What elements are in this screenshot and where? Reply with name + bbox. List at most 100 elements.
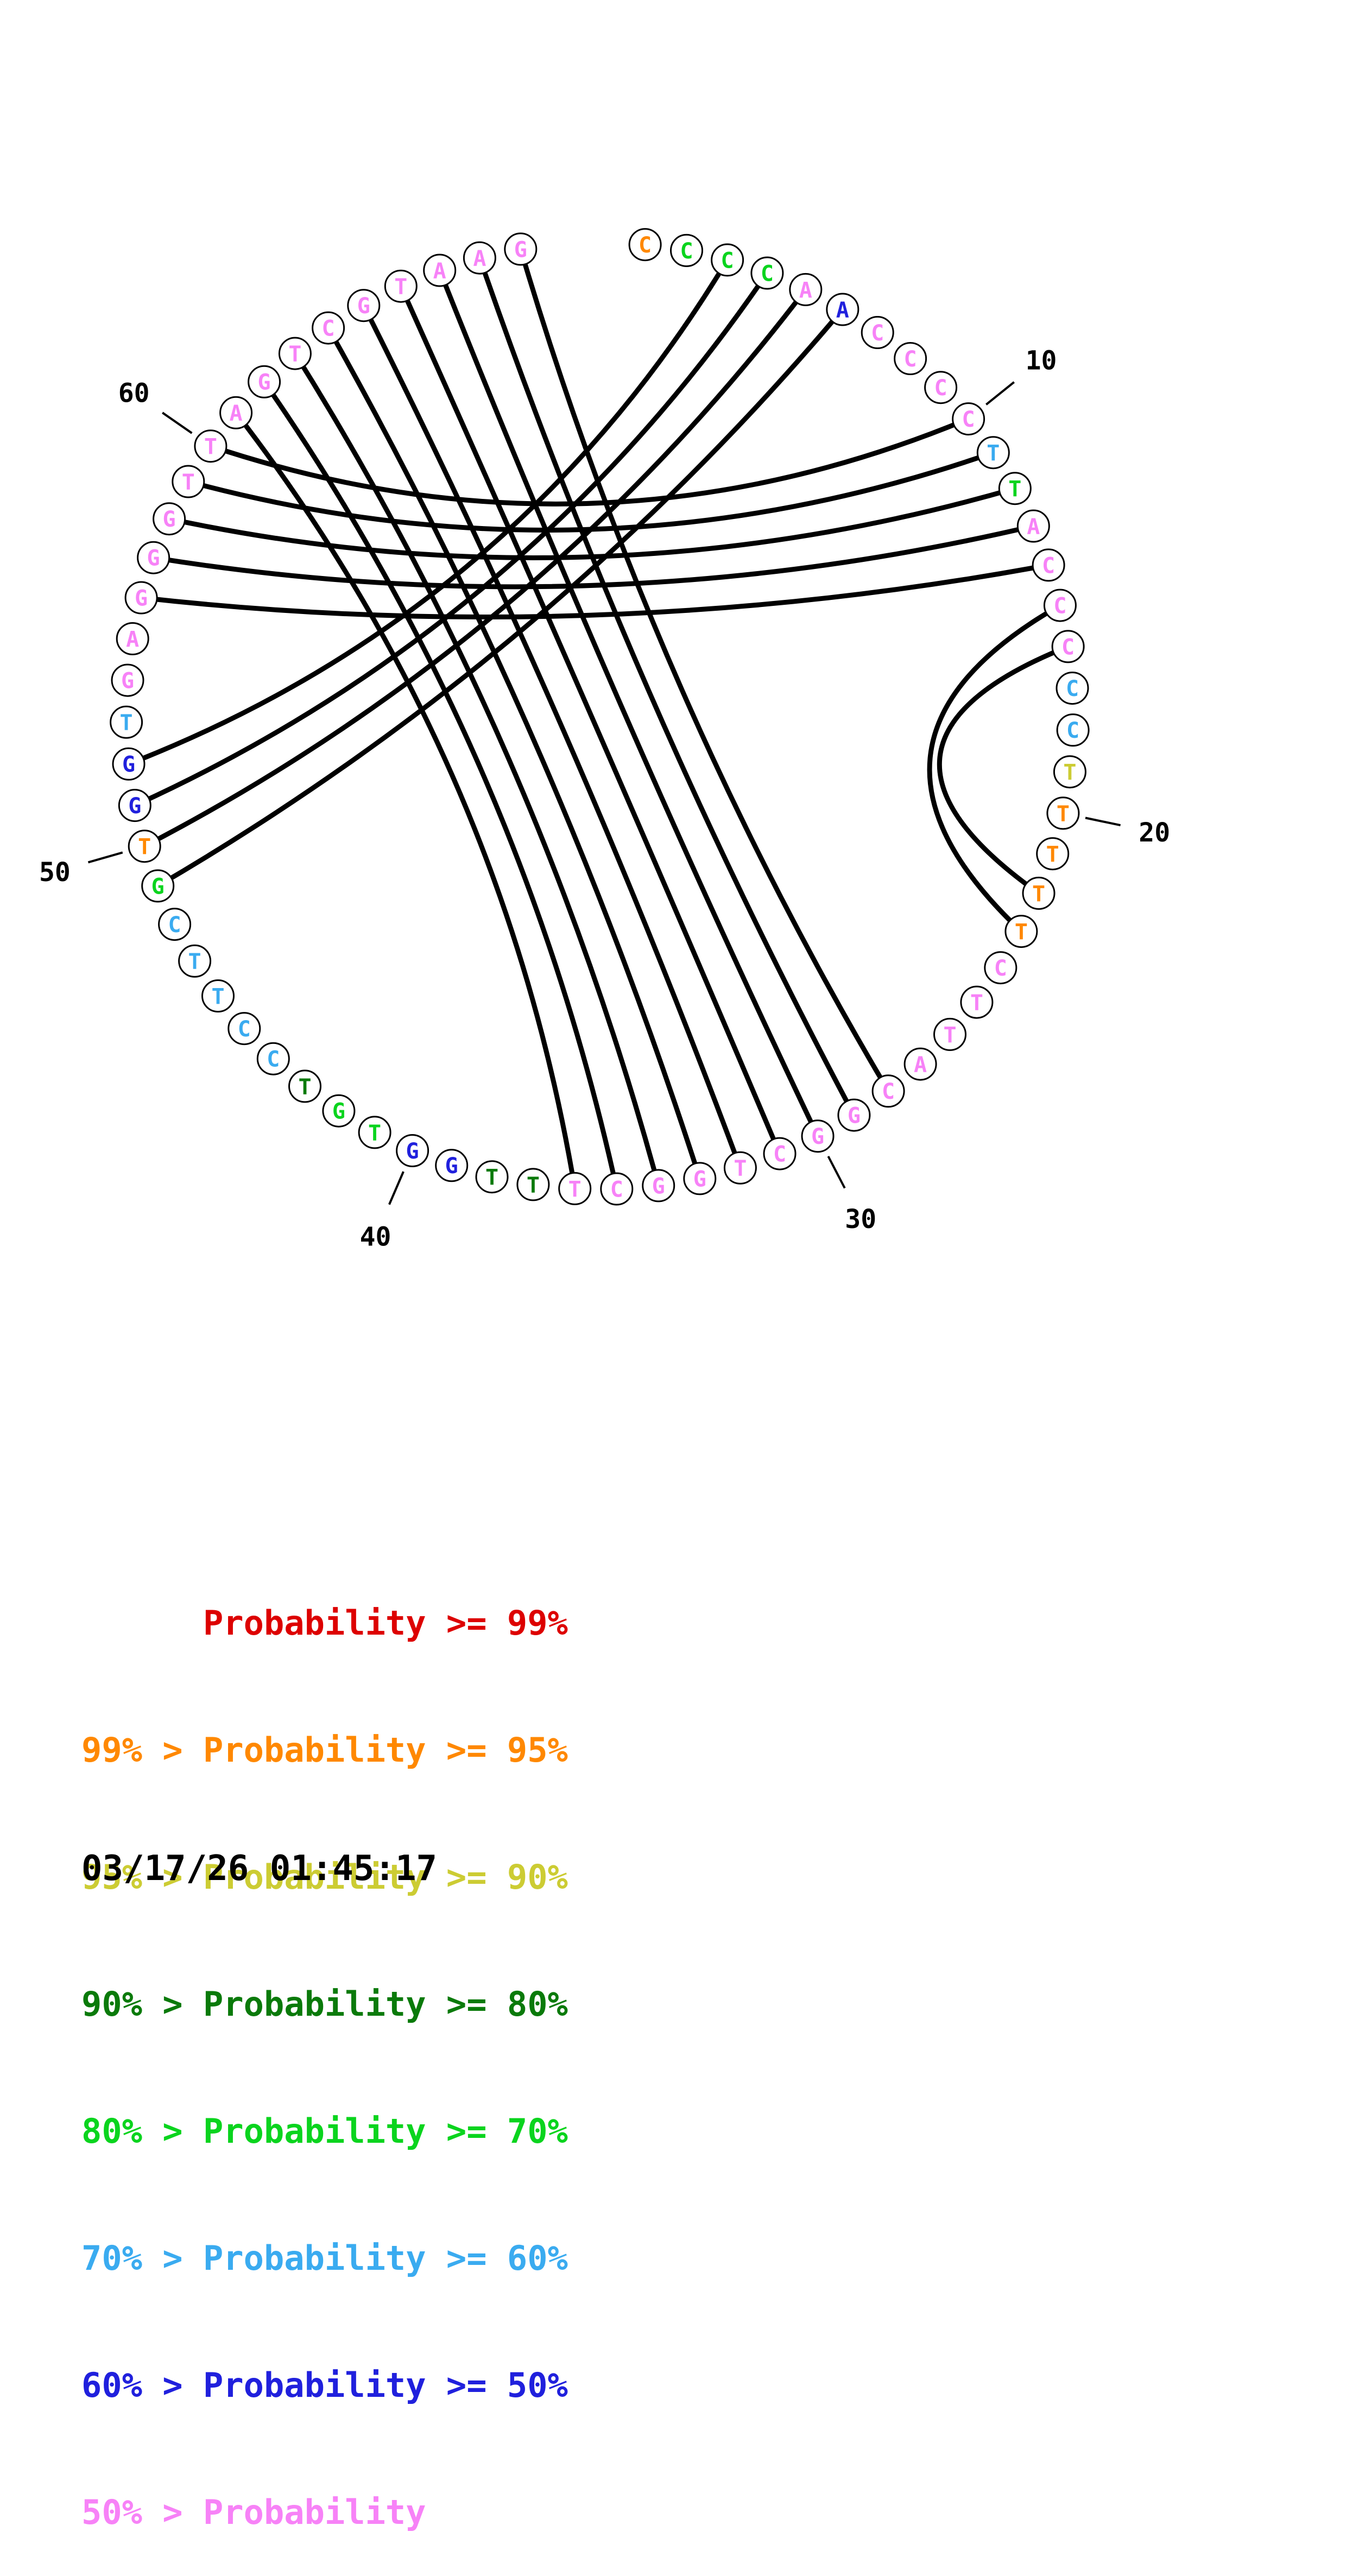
nucleotide-node: T — [723, 1151, 757, 1185]
nucleotide-circle — [976, 436, 1010, 470]
nucleotide-node: G — [683, 1162, 717, 1195]
timestamp: 03/17/26 01:45:17 — [81, 1849, 438, 1889]
base-letter: G — [332, 1099, 345, 1124]
nucleotide-circle — [322, 1094, 356, 1128]
base-letter: T — [288, 342, 301, 367]
nucleotide-circle — [558, 1172, 592, 1205]
base-letter: G — [445, 1154, 458, 1179]
nucleotide-circle — [194, 429, 228, 463]
base-letter: G — [128, 794, 141, 819]
nucleotide-circle — [396, 1134, 429, 1167]
position-label: 10 — [1026, 346, 1057, 376]
position-tick — [388, 1171, 405, 1205]
nucleotide-circle — [124, 581, 158, 615]
base-letter: G — [121, 669, 134, 694]
nucleotide-node: A — [219, 396, 253, 429]
base-letter: G — [514, 237, 527, 262]
base-letter: T — [394, 275, 407, 300]
base-letter: C — [238, 1017, 251, 1042]
base-letter: C — [773, 1142, 786, 1167]
nucleotide-node: G — [141, 869, 175, 903]
nucleotide-circle — [628, 228, 662, 262]
nucleotide-node: T — [1004, 915, 1038, 948]
nucleotide-circle — [172, 465, 205, 498]
base-letter: G — [848, 1104, 861, 1129]
nucleotide-node: A — [903, 1047, 937, 1081]
nucleotide-circle — [1056, 672, 1089, 705]
pair-chord — [937, 644, 1071, 896]
base-letter: T — [1046, 842, 1059, 867]
nucleotide-node: C — [158, 908, 192, 941]
legend-item: 50% > Probability — [81, 2492, 426, 2532]
nucleotide-circle — [763, 1137, 797, 1170]
position-label: 20 — [1139, 818, 1170, 848]
base-letter: C — [639, 233, 652, 258]
nucleotide-circle — [116, 622, 149, 655]
base-letter: A — [1027, 514, 1040, 539]
nucleotide-circle — [358, 1116, 391, 1149]
legend-item: 99% > Probability >= 95% — [81, 1730, 568, 1770]
nucleotide-node: T — [278, 337, 312, 370]
pair-chord — [518, 246, 891, 1094]
pair-chord — [398, 283, 782, 1156]
nucleotide-circle — [642, 1169, 675, 1202]
position-tick — [162, 412, 193, 434]
position-label: 30 — [845, 1204, 876, 1235]
nucleotide-circle — [1043, 588, 1077, 622]
nucleotide-circle — [248, 365, 281, 398]
nucleotide-node: C — [1051, 630, 1085, 663]
nucleotide-node: C — [1043, 588, 1077, 622]
base-letter: G — [135, 586, 148, 611]
nucleotide-node: G — [435, 1149, 469, 1182]
nucleotide-circle — [137, 541, 170, 574]
pair-chord — [138, 562, 1051, 620]
nucleotide-node: G — [396, 1134, 429, 1167]
nucleotide-circle — [871, 1074, 905, 1108]
base-letter: T — [970, 991, 983, 1016]
nucleotide-node: T — [201, 979, 235, 1012]
nucleotide-circle — [801, 1119, 835, 1153]
base-letter: G — [151, 874, 165, 899]
nucleotide-circle — [789, 273, 823, 306]
pair-chords — [126, 246, 1071, 1192]
nucleotide-circle — [112, 747, 146, 781]
nucleotide-circle — [256, 1042, 290, 1075]
nucleotide-node: C — [1056, 672, 1089, 705]
base-letter: C — [1066, 676, 1079, 701]
base-letter: C — [610, 1177, 623, 1202]
nucleotide-circle — [670, 233, 703, 267]
pair-chord — [132, 270, 770, 808]
nucleotide-circle — [516, 1168, 550, 1201]
base-letter: T — [138, 834, 151, 859]
pair-chord — [151, 523, 1036, 590]
nucleotide-circle — [504, 232, 538, 266]
nucleotide-node: C — [670, 233, 703, 267]
base-letter: T — [298, 1074, 311, 1099]
nucleotide-circle — [826, 293, 860, 326]
nucleotide-node: T — [1036, 837, 1070, 871]
nucleotide-node: A — [423, 254, 457, 287]
nucleotide-node: C — [600, 1172, 634, 1206]
position-tick — [87, 851, 123, 864]
nucleotide-circle — [312, 311, 345, 345]
nucleotide-node: G — [347, 289, 381, 322]
base-letter: A — [836, 298, 849, 322]
base-letter: G — [406, 1139, 419, 1164]
nucleotide-circle — [423, 254, 457, 287]
nucleotide-node: G — [153, 502, 186, 536]
position-labels: 10 20 30 40 50 60 — [39, 346, 1170, 1252]
nucleotide-node: C — [924, 371, 958, 404]
nucleotide-circle — [750, 256, 784, 290]
legend-item: 60% > Probability >= 50% — [81, 2365, 568, 2405]
base-letter: C — [1061, 635, 1075, 660]
nucleotide-node: C — [1056, 713, 1090, 747]
position-tick — [827, 1155, 846, 1189]
nucleotide-node: T — [384, 269, 418, 303]
base-letter: T — [527, 1173, 540, 1198]
pair-chord — [292, 351, 661, 1188]
pair-chord — [326, 325, 703, 1181]
nucleotide-node: G — [248, 365, 281, 398]
pair-chord — [437, 268, 820, 1139]
base-letter: G — [147, 546, 160, 571]
base-letter: G — [652, 1174, 665, 1199]
